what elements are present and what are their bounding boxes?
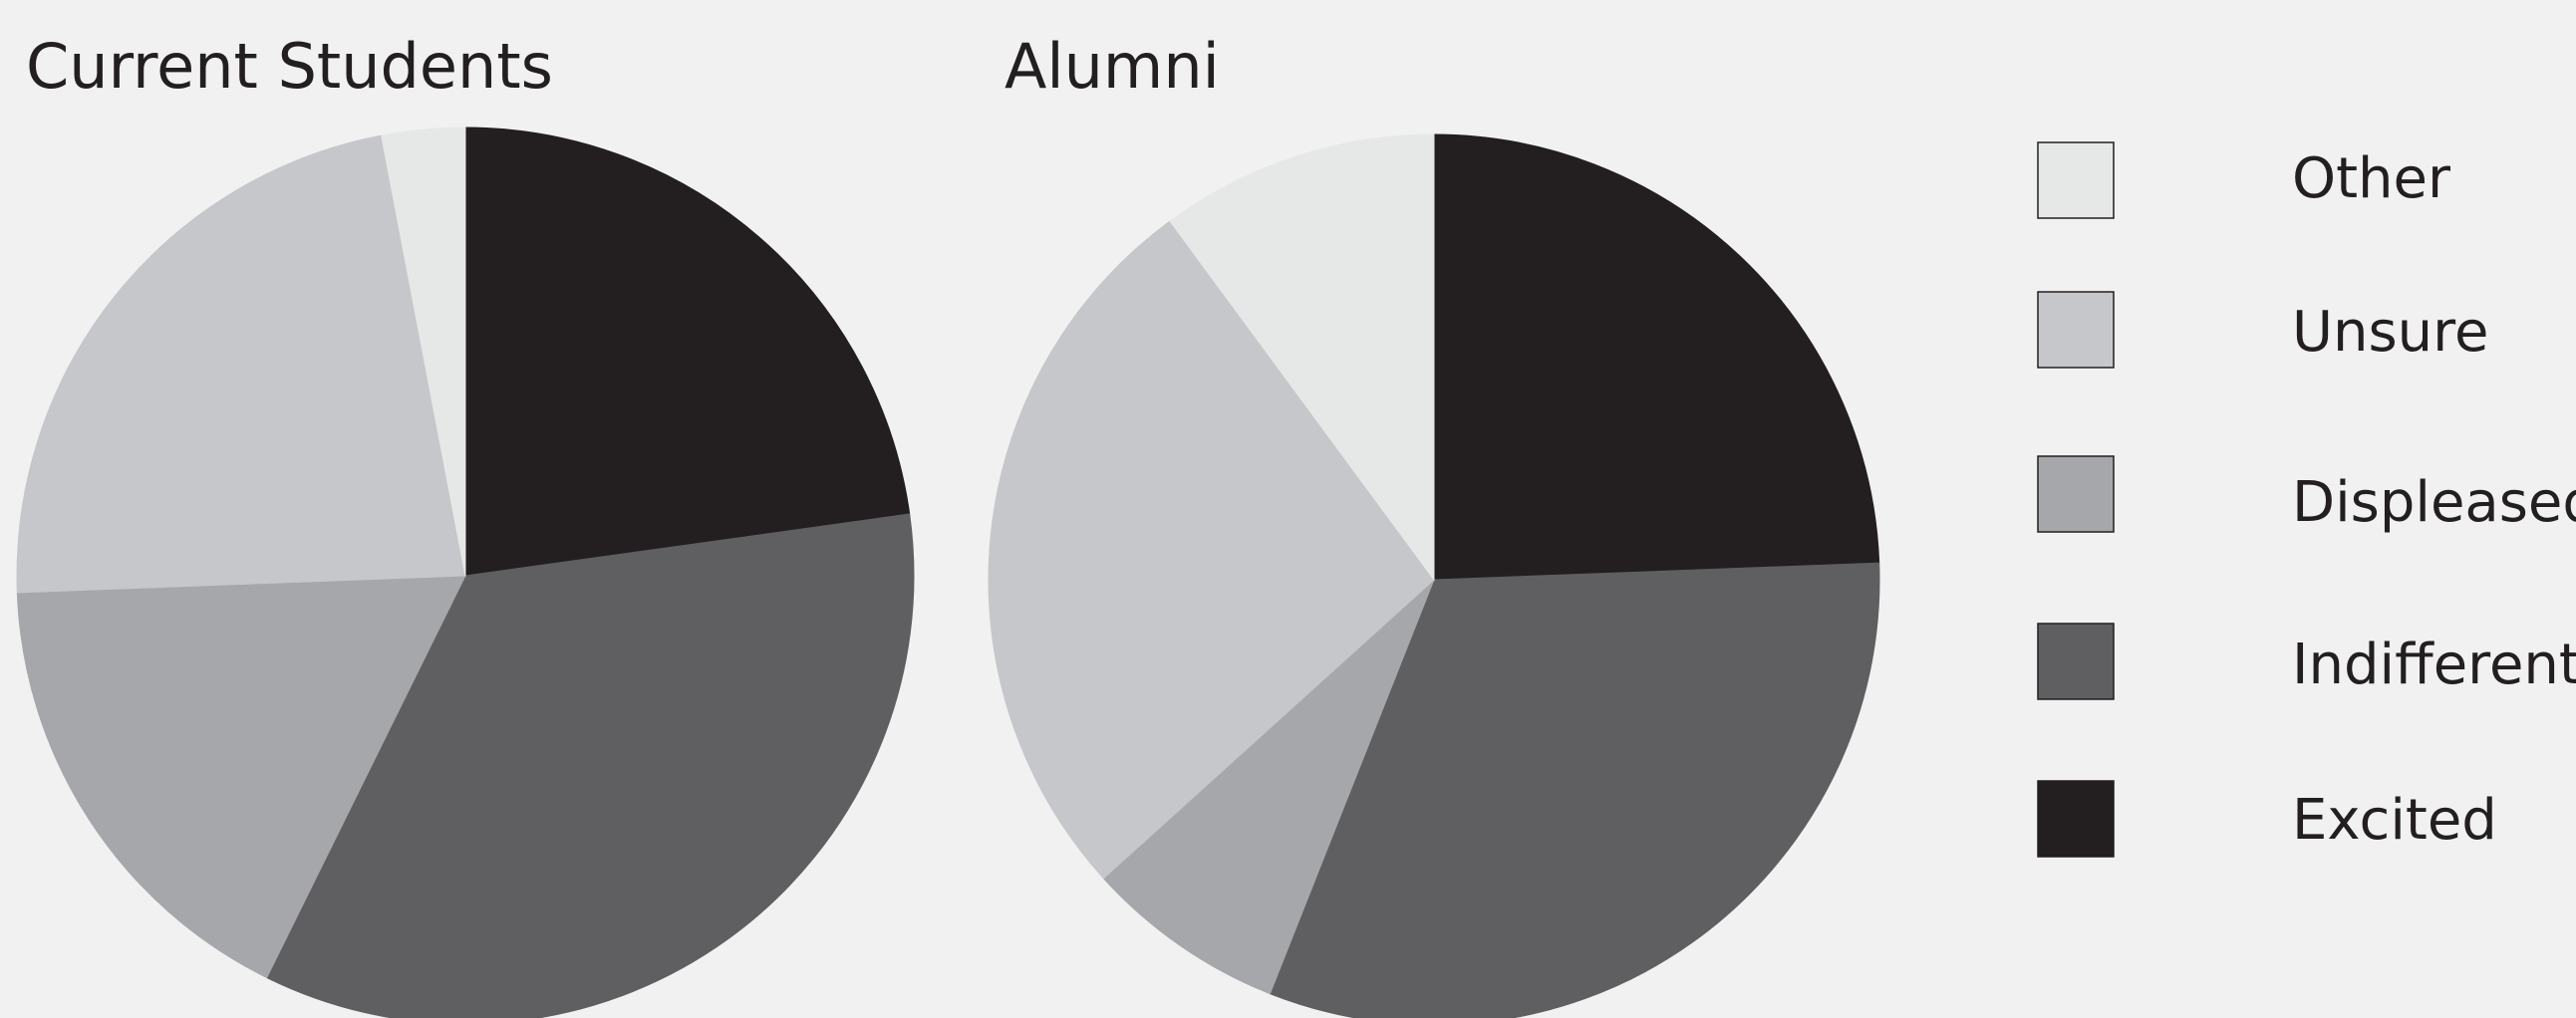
legend: Other Unsure Displeased Indifferent Exci… bbox=[2037, 141, 2576, 858]
legend-swatch-excited bbox=[2037, 780, 2115, 858]
pie-slice-unsure bbox=[988, 220, 1435, 880]
pie-slice-displeased bbox=[16, 575, 466, 979]
pie-slice-unsure bbox=[16, 134, 466, 594]
chart-title-current-students: Current Students bbox=[26, 30, 553, 103]
legend-swatch-displeased bbox=[2037, 455, 2115, 533]
pie-current-students bbox=[16, 127, 915, 1018]
legend-swatch-indifferent bbox=[2037, 623, 2115, 700]
legend-label-other: Other bbox=[2292, 146, 2451, 211]
pie-alumni bbox=[988, 133, 1880, 1018]
pie-slice-excited bbox=[464, 127, 911, 577]
legend-swatch-unsure bbox=[2037, 291, 2115, 369]
pie-slice-indifferent bbox=[266, 513, 915, 1018]
legend-label-indifferent: Indifferent bbox=[2292, 633, 2576, 697]
legend-label-displeased: Displeased bbox=[2292, 470, 2576, 535]
legend-label-excited: Excited bbox=[2292, 788, 2497, 853]
legend-swatch-other bbox=[2037, 141, 2115, 219]
chart-title-alumni: Alumni bbox=[1004, 30, 1220, 103]
pie-slice-indifferent bbox=[1269, 562, 1880, 1018]
pie-slice-displeased bbox=[1102, 579, 1435, 995]
pie-slice-other bbox=[381, 127, 466, 577]
legend-label-unsure: Unsure bbox=[2292, 300, 2488, 365]
pie-slice-other bbox=[1169, 133, 1435, 582]
pie-slice-excited bbox=[1433, 133, 1880, 581]
